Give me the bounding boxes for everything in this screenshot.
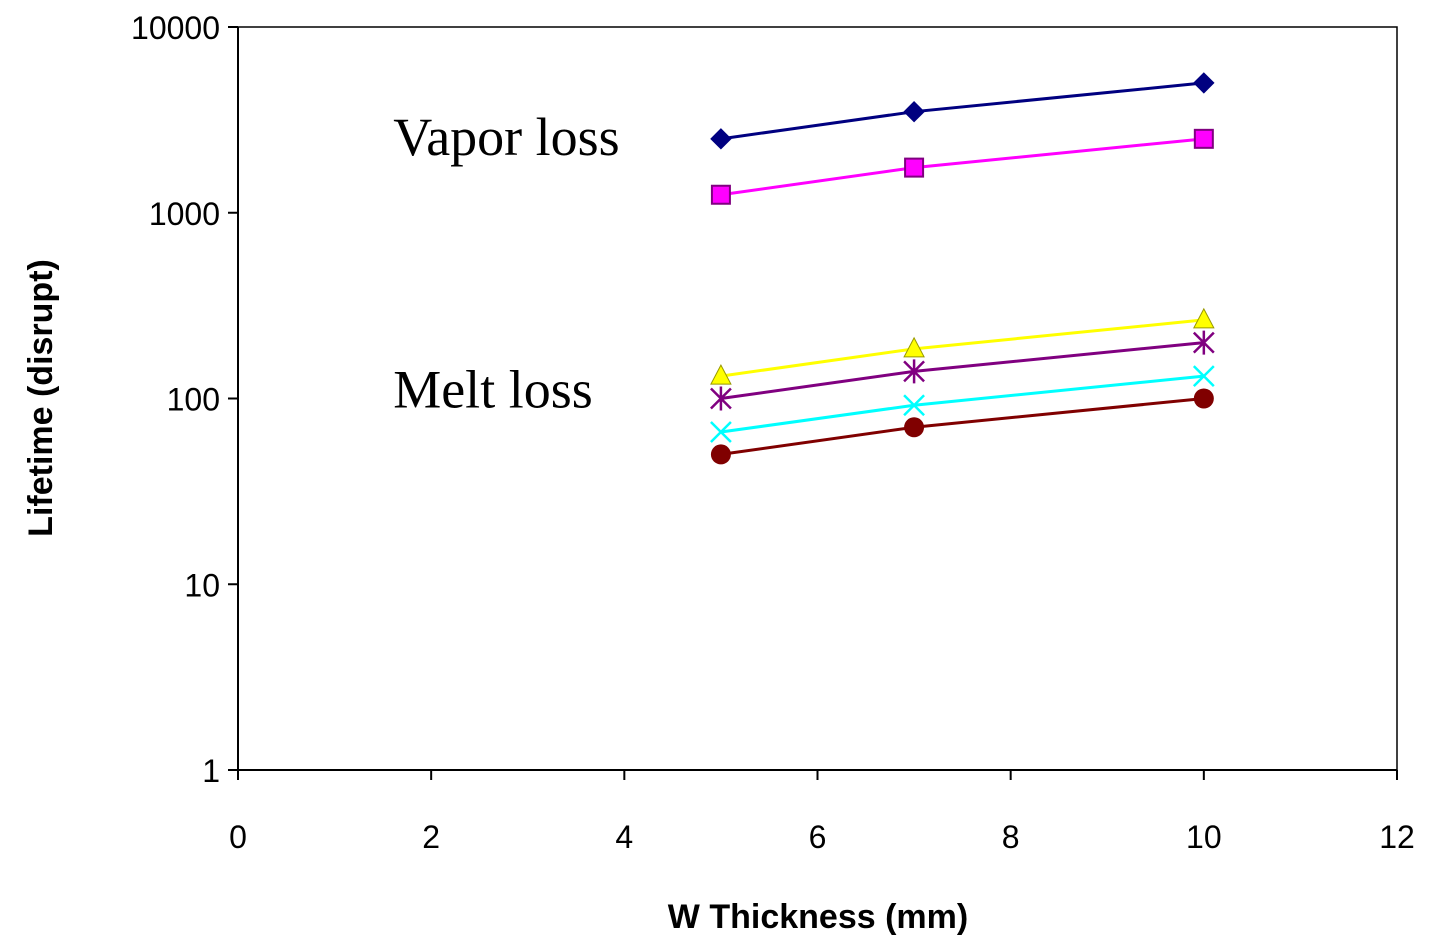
x-tick-label: 10 — [1186, 819, 1222, 855]
data-point-triangle — [710, 364, 732, 385]
plot-area: 0 2 4 6 8 10 12 1 10 100 1000 10000 Vapor loss Melt l… — [131, 10, 1415, 855]
y-tick-label: 100 — [167, 382, 220, 418]
data-point-diamond — [710, 128, 732, 150]
x-tick-label: 8 — [1002, 819, 1020, 855]
data-point-triangle — [1193, 307, 1215, 329]
data-point-triangle — [903, 336, 925, 358]
data-point-asterisk — [710, 386, 732, 411]
series-line — [720, 81, 1204, 141]
x-tick-label: 0 — [229, 819, 247, 855]
data-point-circle — [904, 417, 925, 438]
y-tick-label: 10000 — [131, 10, 220, 46]
data-point-x — [903, 394, 925, 417]
annotation-label: Vapor loss — [393, 107, 620, 167]
y-axis-title-group: Lifetime (disrupt) — [22, 259, 60, 537]
x-axis-title: W Thickness (mm) — [668, 898, 968, 936]
x-tick-label: 2 — [422, 819, 440, 855]
y-tick-label: 1000 — [149, 196, 220, 232]
series-line — [720, 137, 1204, 197]
data-point-diamond — [903, 100, 925, 123]
annotation-label: Melt loss — [393, 359, 593, 419]
x-tick-label: 6 — [809, 819, 827, 855]
data-point-square — [710, 184, 731, 205]
series-line — [720, 397, 1204, 456]
data-point-x — [710, 421, 732, 443]
x-tick-label: 12 — [1379, 819, 1415, 855]
x-tick-label: 4 — [615, 819, 633, 855]
data-point-x — [1192, 365, 1215, 387]
data-point-asterisk — [903, 359, 925, 384]
data-point-square — [1193, 128, 1214, 149]
data-point-circle — [1193, 388, 1214, 409]
y-axis-title: Lifetime (disrupt) — [22, 259, 60, 537]
series-line — [720, 341, 1204, 400]
y-tick-label: 10 — [184, 567, 220, 603]
y-tick-label: 1 — [202, 753, 220, 789]
data-point-diamond — [1193, 72, 1215, 94]
data-point-circle — [710, 444, 731, 465]
data-point-square — [904, 157, 925, 178]
data-point-asterisk — [1192, 330, 1215, 355]
